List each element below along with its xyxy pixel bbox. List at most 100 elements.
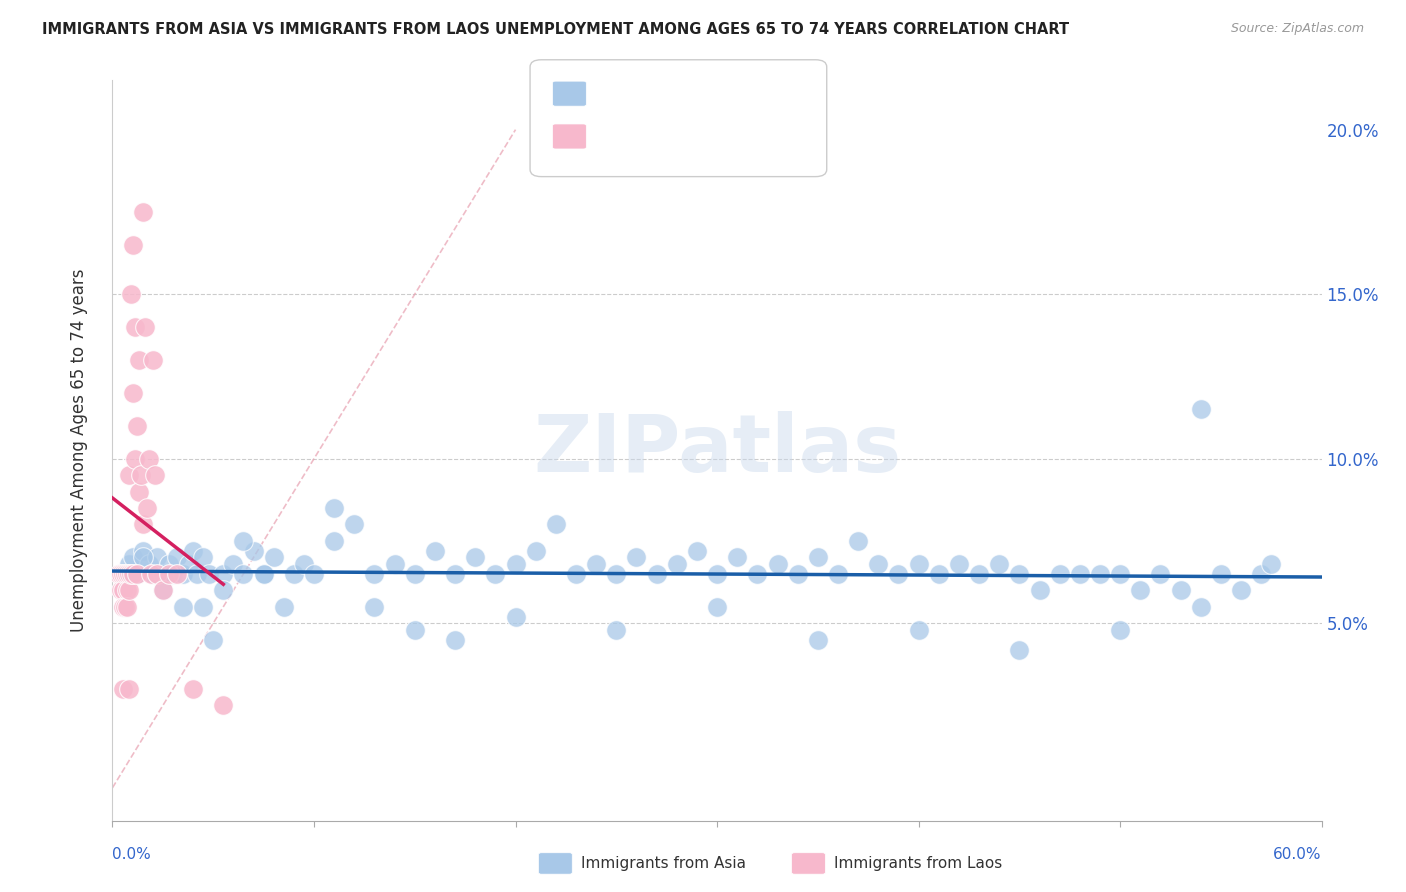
Point <box>107 566 129 581</box>
Point <box>505 557 527 571</box>
Point <box>132 544 155 558</box>
Point <box>645 566 668 581</box>
Point <box>117 468 139 483</box>
Point <box>967 566 990 581</box>
Point <box>323 533 346 548</box>
Point <box>1189 402 1212 417</box>
Point <box>302 566 325 581</box>
Point <box>111 583 134 598</box>
Point <box>157 566 180 581</box>
Point <box>524 544 547 558</box>
Point <box>1028 583 1050 598</box>
Point <box>125 418 148 433</box>
Point <box>166 566 188 581</box>
Point <box>157 557 180 571</box>
Point <box>444 566 467 581</box>
Point <box>1008 642 1031 657</box>
Point <box>142 353 165 368</box>
Point <box>117 583 139 598</box>
Point <box>665 557 688 571</box>
Point <box>181 681 204 696</box>
Point <box>907 623 929 637</box>
Point <box>132 517 155 532</box>
Point <box>1049 566 1071 581</box>
Point <box>1129 583 1152 598</box>
Point <box>124 451 146 466</box>
Point <box>706 599 728 614</box>
Point <box>152 583 174 598</box>
Point <box>181 544 204 558</box>
Point <box>128 353 150 368</box>
Point <box>114 566 136 581</box>
Point <box>124 320 146 334</box>
Point <box>565 566 588 581</box>
Text: Immigrants from Asia: Immigrants from Asia <box>581 856 745 871</box>
Point <box>132 550 155 565</box>
Point <box>111 566 134 581</box>
Point <box>135 501 157 516</box>
Point <box>544 517 567 532</box>
Point <box>747 566 769 581</box>
Point <box>232 566 254 581</box>
Point <box>202 632 225 647</box>
Point <box>1209 566 1232 581</box>
Point <box>114 599 136 614</box>
Point <box>115 599 138 614</box>
Point <box>162 566 184 581</box>
Point <box>706 566 728 581</box>
Point <box>363 566 385 581</box>
Point <box>139 566 162 581</box>
Text: ZIPatlas: ZIPatlas <box>533 411 901 490</box>
Point <box>1189 599 1212 614</box>
Point <box>1109 566 1132 581</box>
Point <box>134 320 156 334</box>
Point <box>605 623 627 637</box>
Point <box>1250 566 1272 581</box>
Point <box>1260 557 1282 571</box>
Text: Immigrants from Laos: Immigrants from Laos <box>834 856 1002 871</box>
Point <box>222 557 245 571</box>
Point <box>585 557 607 571</box>
Point <box>152 583 174 598</box>
Point <box>115 583 138 598</box>
Point <box>120 287 142 301</box>
Point <box>846 533 869 548</box>
Point <box>928 566 950 581</box>
Point <box>121 550 143 565</box>
Point <box>132 205 155 219</box>
Point <box>146 566 169 581</box>
Point <box>363 599 385 614</box>
Point <box>1149 566 1171 581</box>
Point <box>111 566 134 581</box>
Point <box>263 550 285 565</box>
Point <box>626 550 648 565</box>
Point <box>868 557 890 571</box>
Point <box>605 566 627 581</box>
Point <box>129 468 152 483</box>
Point <box>273 599 295 614</box>
Point <box>827 566 849 581</box>
Point <box>1088 566 1111 581</box>
Point <box>128 484 150 499</box>
Point <box>444 632 467 647</box>
Point <box>1008 566 1031 581</box>
Point <box>212 583 235 598</box>
Point <box>117 681 139 696</box>
Point <box>686 544 709 558</box>
Point <box>146 550 169 565</box>
Point <box>117 566 139 581</box>
Point <box>988 557 1011 571</box>
Point <box>121 385 143 400</box>
Point <box>404 566 426 581</box>
Point <box>111 681 134 696</box>
Point <box>292 557 315 571</box>
Point <box>110 566 132 581</box>
Point <box>343 517 366 532</box>
Point <box>172 599 194 614</box>
Point <box>172 566 194 581</box>
Point <box>807 632 830 647</box>
Point <box>323 501 346 516</box>
Point <box>166 550 188 565</box>
Point <box>283 566 305 581</box>
Text: N = 42: N = 42 <box>707 125 769 143</box>
